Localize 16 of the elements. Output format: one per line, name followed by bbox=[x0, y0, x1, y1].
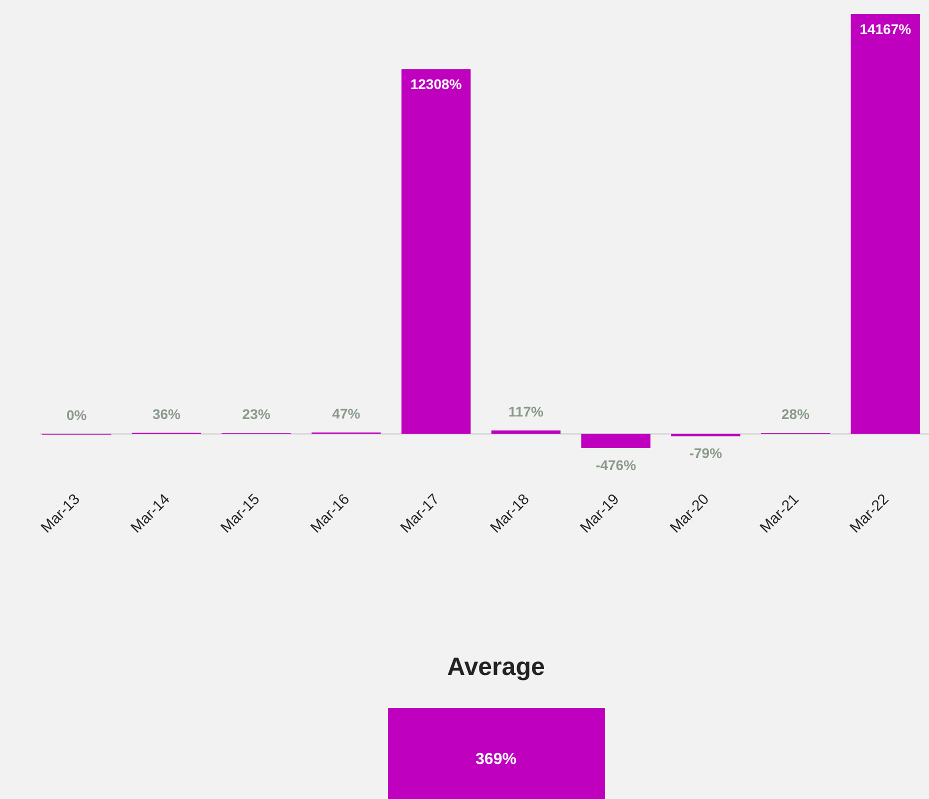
text: 369% bbox=[476, 751, 516, 768]
data-label: 47% bbox=[332, 406, 361, 422]
bar bbox=[581, 434, 650, 448]
data-label: 28% bbox=[782, 406, 810, 422]
data-label: 14167% bbox=[860, 21, 912, 37]
bar bbox=[491, 430, 561, 434]
data-label: 117% bbox=[508, 403, 544, 420]
data-label: 36% bbox=[152, 406, 182, 422]
data-label: 23% bbox=[242, 406, 271, 422]
text: Average bbox=[447, 653, 545, 681]
data-label: -476% bbox=[596, 457, 637, 473]
data-label: -79% bbox=[689, 445, 723, 462]
data-label: 0% bbox=[66, 406, 88, 423]
bar bbox=[401, 69, 471, 434]
bar bbox=[850, 14, 920, 434]
data-label: 12308% bbox=[410, 76, 462, 92]
